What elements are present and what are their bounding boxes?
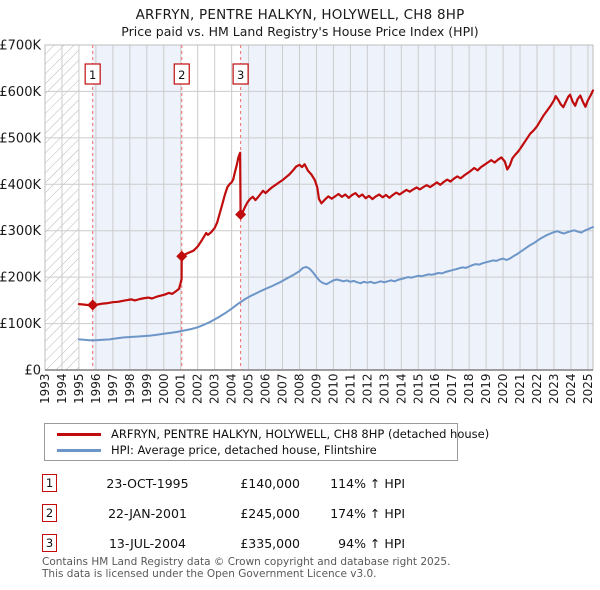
svg-text:£300K: £300K — [0, 224, 41, 239]
legend-item-hpi: HPI: Average price, detached house, Flin… — [51, 442, 451, 458]
transaction-row: 2 22-JAN-2001 £245,000 174% ↑ HPI — [42, 504, 502, 522]
transaction-price: £335,000 — [240, 535, 300, 551]
transaction-row: 3 13-JUL-2004 £335,000 94% ↑ HPI — [42, 534, 502, 552]
svg-text:1998: 1998 — [123, 373, 137, 404]
svg-text:2012: 2012 — [360, 373, 374, 404]
legend-label: HPI: Average price, detached house, Flin… — [111, 443, 377, 457]
svg-text:2014: 2014 — [394, 373, 408, 404]
chart-title: ARFRYN, PENTRE HALKYN, HOLYWELL, CH8 8HP — [135, 7, 465, 23]
svg-text:2023: 2023 — [547, 373, 561, 404]
svg-text:£200K: £200K — [0, 271, 41, 286]
svg-text:2011: 2011 — [343, 373, 357, 404]
svg-text:2019: 2019 — [479, 373, 493, 404]
transaction-price: £245,000 — [240, 505, 300, 521]
transaction-date: 22-JAN-2001 — [108, 505, 187, 521]
svg-text:2018: 2018 — [462, 373, 476, 404]
svg-text:2001: 2001 — [174, 373, 188, 404]
svg-text:2007: 2007 — [276, 373, 290, 404]
transaction-date: 13-JUL-2004 — [108, 535, 186, 551]
svg-text:2002: 2002 — [191, 373, 205, 404]
svg-text:2025: 2025 — [581, 373, 595, 404]
svg-text:£100K: £100K — [0, 317, 41, 332]
footer-line-1: Contains HM Land Registry data © Crown c… — [42, 556, 451, 568]
footer-attribution: Contains HM Land Registry data © Crown c… — [42, 556, 582, 580]
transaction-hpi-delta: 94% ↑ HPI — [338, 535, 405, 551]
svg-text:2005: 2005 — [242, 373, 256, 404]
chart-subtitle: Price paid vs. HM Land Registry's House … — [121, 24, 479, 39]
svg-text:3: 3 — [237, 68, 244, 82]
svg-text:1994: 1994 — [55, 373, 69, 404]
svg-text:2008: 2008 — [292, 373, 306, 404]
svg-text:2020: 2020 — [496, 373, 510, 404]
chart-legend: ARFRYN, PENTRE HALKYN, HOLYWELL, CH8 8HP… — [44, 423, 489, 461]
svg-text:1997: 1997 — [106, 373, 120, 404]
price-history-chart: 1 2 3 £0 £100K £200K £300K £400K £500K £600K £700K… — [0, 39, 595, 405]
svg-text:2016: 2016 — [428, 373, 442, 404]
svg-text:1993: 1993 — [38, 373, 52, 404]
transaction-price: £140,000 — [240, 475, 300, 491]
svg-text:2015: 2015 — [411, 373, 425, 404]
footer-line-2: This data is licensed under the Open Gov… — [42, 567, 377, 580]
legend-item-property: ARFRYN, PENTRE HALKYN, HOLYWELL, CH8 8HP… — [51, 426, 489, 442]
svg-text:2010: 2010 — [326, 373, 340, 404]
transaction-hpi-delta: 114% ↑ HPI — [330, 475, 405, 491]
transactions-table: 1 23-OCT-1995 £140,000 114% ↑ HPI 2 22-J… — [42, 474, 502, 564]
svg-text:2022: 2022 — [530, 373, 544, 404]
svg-text:2006: 2006 — [259, 373, 273, 404]
svg-text:1: 1 — [89, 68, 96, 82]
transaction-number-badge: 3 — [42, 534, 57, 552]
svg-text:1999: 1999 — [140, 373, 154, 404]
svg-text:2004: 2004 — [225, 373, 239, 404]
hpi-line-swatch — [57, 448, 101, 452]
svg-text:1996: 1996 — [89, 373, 103, 404]
svg-text:2: 2 — [178, 68, 185, 82]
svg-text:2003: 2003 — [208, 373, 222, 404]
svg-text:2009: 2009 — [309, 373, 323, 404]
transaction-number-badge: 1 — [42, 474, 57, 492]
svg-text:1995: 1995 — [72, 373, 86, 404]
property-line-swatch — [57, 432, 101, 436]
svg-text:2021: 2021 — [513, 373, 527, 404]
legend-label: ARFRYN, PENTRE HALKYN, HOLYWELL, CH8 8HP… — [111, 427, 490, 441]
transaction-date: 23-OCT-1995 — [106, 475, 189, 491]
transaction-row: 1 23-OCT-1995 £140,000 114% ↑ HPI — [42, 474, 502, 492]
svg-text:£500K: £500K — [0, 131, 41, 146]
svg-text:2017: 2017 — [445, 373, 459, 404]
svg-text:£0: £0 — [24, 364, 41, 379]
svg-text:2013: 2013 — [377, 373, 391, 404]
transaction-hpi-delta: 174% ↑ HPI — [330, 505, 405, 521]
transaction-number-badge: 2 — [42, 504, 57, 522]
svg-text:£600K: £600K — [0, 85, 41, 100]
svg-text:£700K: £700K — [0, 39, 41, 54]
svg-text:2000: 2000 — [157, 373, 171, 404]
svg-text:2024: 2024 — [564, 373, 578, 404]
svg-text:£400K: £400K — [0, 178, 41, 193]
